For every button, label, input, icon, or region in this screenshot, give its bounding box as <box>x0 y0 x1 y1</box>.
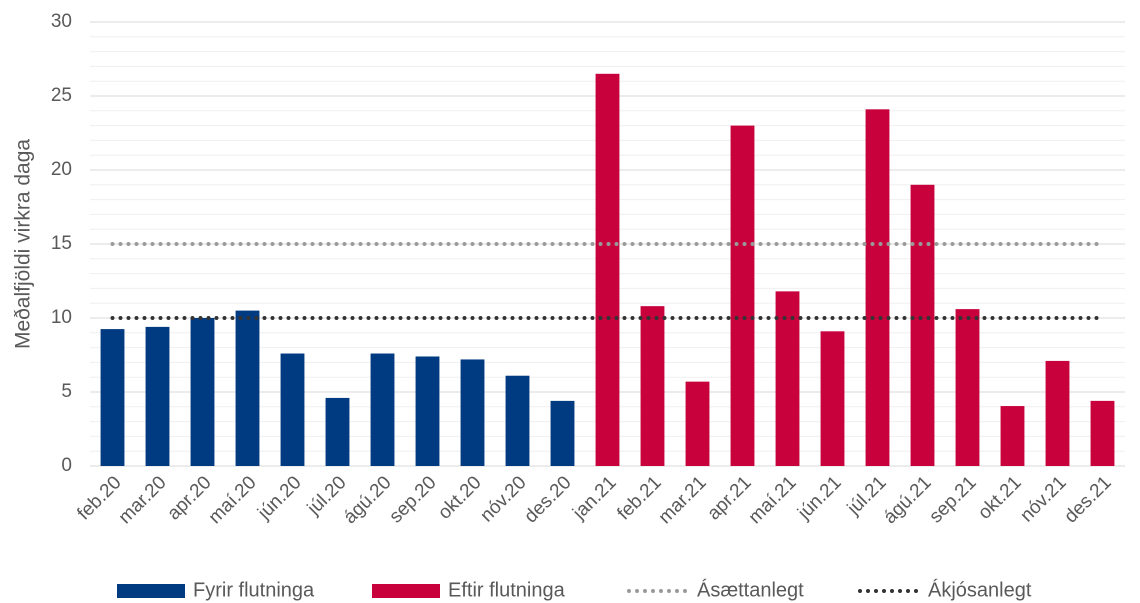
x-tick-label: ágú.20 <box>340 472 396 528</box>
x-tick-label: jan.21 <box>568 472 620 524</box>
x-tick-label: maí.20 <box>205 472 261 528</box>
bar <box>460 359 485 466</box>
x-tick-label: okt.21 <box>974 472 1025 523</box>
y-tick-label: 0 <box>61 455 72 476</box>
x-tick-label: maí.21 <box>745 472 801 528</box>
x-tick-label: jún.20 <box>253 472 305 524</box>
x-tick-label: des.20 <box>520 472 575 527</box>
y-tick-label: 5 <box>61 381 72 402</box>
y-tick-label: 20 <box>51 159 72 180</box>
y-tick-label: 10 <box>51 307 72 328</box>
x-tick-label: ágú.21 <box>880 472 936 528</box>
bar <box>415 356 440 466</box>
bar <box>640 306 665 466</box>
bar <box>775 291 800 466</box>
x-tick-label: sep.20 <box>385 472 440 527</box>
x-tick-label: nóv.21 <box>1016 472 1070 526</box>
bar <box>910 184 935 467</box>
legend-swatch <box>372 584 440 598</box>
bar <box>550 400 575 466</box>
x-tick-label: okt.20 <box>434 472 485 523</box>
bar <box>595 73 620 467</box>
legend-label: Ákjósanlegt <box>928 578 1032 601</box>
y-tick-label: 30 <box>51 11 72 32</box>
bar <box>370 353 395 466</box>
y-axis-label: Meðalfjöldi virkra daga <box>12 139 35 349</box>
x-tick-label: jún.21 <box>793 472 845 524</box>
bar <box>190 318 215 466</box>
x-tick-label: mar.20 <box>115 472 171 528</box>
bar <box>145 326 170 466</box>
x-tick-label: mar.21 <box>655 472 711 528</box>
bar <box>1000 406 1025 466</box>
y-tick-label: 25 <box>51 85 72 106</box>
bar <box>280 353 305 466</box>
bar <box>955 309 980 466</box>
bar <box>820 331 845 466</box>
x-tick-label: nóv.20 <box>476 472 530 526</box>
y-tick-label: 15 <box>51 233 72 254</box>
legend-label: Eftir flutninga <box>448 579 566 601</box>
legend-label: Fyrir flutninga <box>193 579 315 601</box>
bar <box>865 109 890 466</box>
bar <box>1090 400 1115 466</box>
x-tick-label: sep.21 <box>925 472 980 527</box>
legend-swatch <box>117 584 185 598</box>
x-tick-label: des.21 <box>1060 472 1115 527</box>
bar <box>1045 360 1070 466</box>
bar <box>325 397 350 466</box>
legend-label: Ásættanlegt <box>697 578 804 601</box>
bar <box>505 375 530 466</box>
bar <box>235 310 260 466</box>
bar <box>730 125 755 466</box>
bar <box>685 381 710 466</box>
bar <box>100 329 125 466</box>
